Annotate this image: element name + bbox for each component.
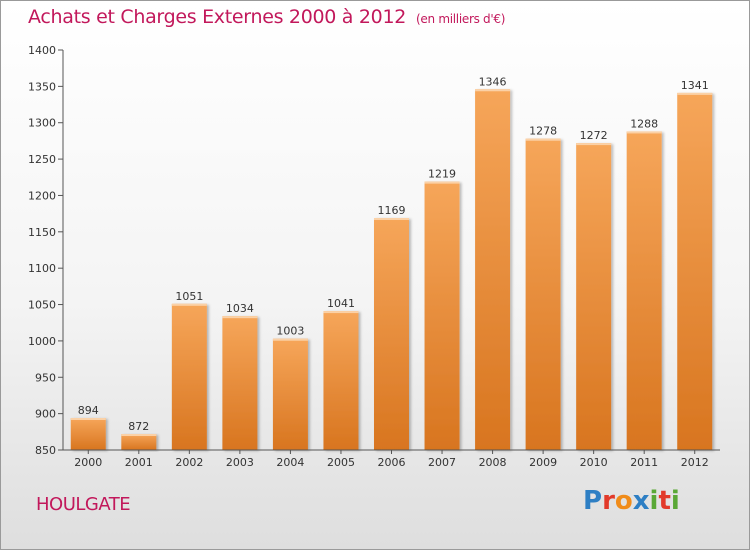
bar-2010	[576, 143, 612, 450]
y-tick-label: 1150	[28, 226, 56, 239]
bar-2006	[374, 218, 409, 450]
x-tick-label: 2003	[226, 456, 254, 469]
x-tick-label: 2005	[327, 456, 355, 469]
bar-value-label: 1041	[327, 297, 355, 310]
town-name: HOULGATE	[36, 494, 131, 515]
x-tick-label: 2001	[125, 456, 153, 469]
bar-value-label: 1288	[630, 117, 658, 130]
logo-letter: i	[649, 486, 659, 516]
bar-top-highlight	[272, 338, 308, 341]
logo-letter: i	[670, 486, 680, 516]
x-tick-label: 2012	[681, 456, 709, 469]
bar-top-highlight	[222, 316, 258, 319]
y-tick-label: 900	[35, 408, 56, 421]
logo-letter: r	[602, 486, 615, 516]
chart-title-text: Achats et Charges Externes 2000 à 2012	[28, 6, 407, 28]
bar-2012	[677, 92, 713, 450]
bar-value-label: 1272	[580, 129, 608, 142]
bar-2004	[272, 338, 308, 450]
bar-value-label: 872	[128, 420, 149, 433]
x-tick-label: 2004	[276, 456, 304, 469]
y-tick-label: 950	[35, 371, 56, 384]
bar-top-highlight	[70, 418, 106, 420]
x-tick-label: 2006	[378, 456, 406, 469]
y-tick-label: 1050	[28, 299, 56, 312]
x-tick-label: 2000	[74, 456, 102, 469]
bar-value-label: 1346	[479, 75, 507, 88]
x-tick-label: 2002	[175, 456, 203, 469]
bar-2000	[70, 418, 106, 450]
bar-top-highlight	[475, 89, 511, 92]
bar-2011	[626, 131, 662, 451]
bar-top-highlight	[576, 143, 612, 146]
x-tick-label: 2007	[428, 456, 456, 469]
logo-letter: P	[583, 486, 603, 516]
x-tick-label: 2011	[630, 456, 658, 469]
bars-group: 894 872 1051 1034 1003 1041 1169 1219 1346 1278 12…	[70, 75, 713, 451]
bar-value-label: 1219	[428, 168, 456, 181]
x-axis: 2000 2001 2002 2003 2004 2005 2006 2007 2008 2009…	[63, 449, 720, 469]
bar-top-highlight	[171, 303, 207, 306]
proxiti-logo: Proxiti	[583, 486, 680, 516]
bar-value-label: 1051	[175, 290, 203, 303]
bar-2003	[222, 316, 258, 450]
bar-top-highlight	[677, 92, 713, 95]
bar-2002	[171, 303, 207, 450]
bar-value-label: 1003	[276, 325, 304, 338]
x-tick-label: 2010	[580, 456, 608, 469]
x-tick-label: 2008	[479, 456, 507, 469]
y-tick-label: 1400	[28, 44, 56, 57]
y-tick-label: 1100	[28, 262, 56, 275]
logo-letter: t	[658, 486, 671, 516]
bar-value-label: 894	[78, 404, 99, 417]
bar-value-label: 1278	[529, 125, 557, 138]
y-tick-label: 1350	[28, 80, 56, 93]
bar-value-label: 1034	[226, 302, 254, 315]
bar-top-highlight	[525, 138, 561, 141]
x-tick-label: 2009	[529, 456, 557, 469]
bar-2008	[475, 89, 511, 450]
y-tick-label: 1300	[28, 117, 56, 130]
bar-2007	[424, 181, 460, 451]
y-tick-label: 1000	[28, 335, 56, 348]
bar-2009	[525, 138, 561, 450]
logo-letter: x	[632, 486, 650, 516]
bar-value-label: 1341	[681, 79, 709, 92]
chart-subtitle: (en milliers d'€)	[416, 12, 506, 26]
bar-top-highlight	[121, 434, 157, 436]
bar-2005	[323, 311, 359, 450]
y-tick-label: 1200	[28, 189, 56, 202]
y-tick-label: 1250	[28, 153, 56, 166]
bar-top-highlight	[323, 311, 359, 314]
y-tick-label: 850	[35, 444, 56, 457]
y-axis: 850 900 950 1000 1050 1100 1150 1200 1250 1300 135…	[28, 44, 64, 457]
logo-letter: o	[614, 486, 633, 516]
bar-top-highlight	[424, 181, 460, 184]
bar-value-label: 1169	[378, 204, 406, 217]
bar-top-highlight	[626, 131, 662, 134]
bar-2001	[121, 434, 157, 450]
bar-top-highlight	[374, 218, 409, 220]
chart-title: Achats et Charges Externes 2000 à 2012 (e…	[28, 6, 505, 28]
